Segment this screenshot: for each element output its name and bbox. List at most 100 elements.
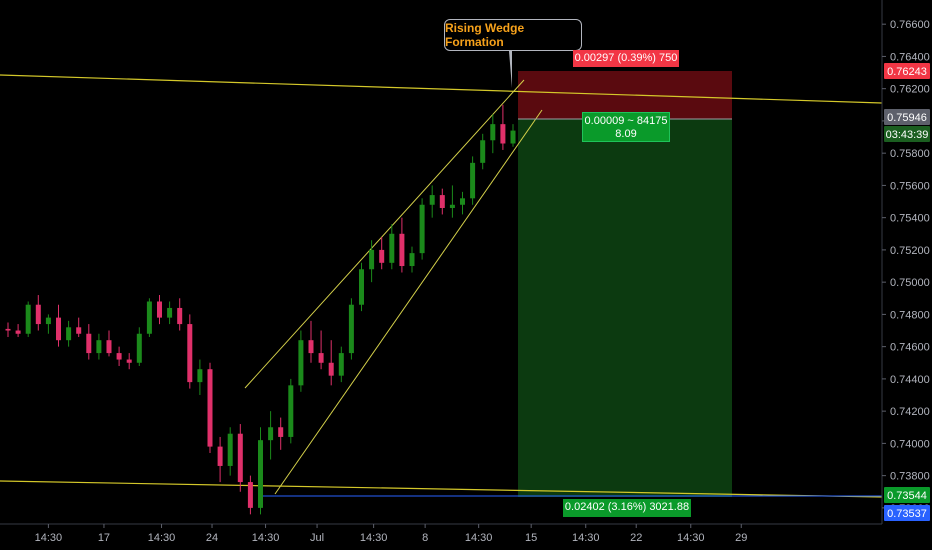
countdown-text: 03:43:39 <box>886 129 929 141</box>
x-tick-label: Jul <box>310 532 324 544</box>
candle-body <box>5 328 11 331</box>
candle-body <box>409 253 415 267</box>
candle-body <box>136 333 142 363</box>
y-tick-label: 0.74800 <box>890 309 930 321</box>
y-tick-label: 0.74200 <box>890 406 930 418</box>
candle-body <box>460 198 465 205</box>
x-tick-label: 14:30 <box>252 532 280 544</box>
candle-body <box>157 301 162 318</box>
candle-body <box>177 307 183 325</box>
current-price-text: 0.75946 <box>887 112 927 124</box>
x-tick-label: 24 <box>206 532 218 544</box>
target-top-text: 0.73544 <box>887 490 927 502</box>
x-tick-label: 29 <box>735 532 747 544</box>
candle-body <box>15 330 21 334</box>
candle-body <box>227 433 233 466</box>
reward-label: 0.02402 (3.16%) 3021.88 <box>563 499 691 517</box>
y-tick-label: 0.75200 <box>890 245 930 257</box>
candle-body <box>116 353 122 360</box>
candle-body <box>288 385 294 437</box>
y-tick-label: 0.74400 <box>890 374 930 386</box>
x-axis-ticks: 14:30 17 14:30 24 14:30 Jul 14:30 8 14:30 15 14:30… <box>35 524 747 544</box>
support-line <box>0 480 883 498</box>
reward-zone <box>518 119 732 497</box>
position-zones <box>518 71 732 497</box>
candle-body <box>449 204 455 208</box>
candle-body <box>56 317 61 341</box>
x-tick-label: 14:30 <box>360 532 388 544</box>
y-tick-label: 0.74000 <box>890 438 930 450</box>
candle-body <box>298 340 304 386</box>
y-tick-label: 0.75800 <box>890 148 930 160</box>
time-axis <box>0 523 932 550</box>
candle-body <box>86 333 92 354</box>
y-tick-label: 0.76400 <box>890 51 930 63</box>
pattern-callout[interactable]: Rising Wedge Formation <box>444 19 582 51</box>
candle-body <box>96 340 102 354</box>
candle-body <box>187 324 193 383</box>
candle-body <box>268 427 274 441</box>
x-tick-label: 14:30 <box>35 532 63 544</box>
callout-pointer <box>509 51 512 88</box>
candle-body <box>348 304 354 354</box>
candle-body <box>106 340 112 354</box>
x-tick-label: 17 <box>98 532 110 544</box>
candle-body <box>399 233 405 267</box>
y-tick-label: 0.76600 <box>890 19 930 31</box>
candle-body <box>217 446 223 466</box>
candle-body <box>258 440 263 508</box>
resistance-line <box>0 74 883 104</box>
candle-body <box>318 353 324 363</box>
candle-body <box>308 340 314 354</box>
candle-body <box>480 140 486 163</box>
current-position-line2: 8.09 <box>615 128 637 140</box>
target-bottom-text: 0.73537 <box>887 508 927 520</box>
y-tick-label: 0.76200 <box>890 84 930 96</box>
x-tick-label: 14:30 <box>677 532 705 544</box>
candle-body <box>328 362 334 376</box>
x-tick-label: 14:30 <box>148 532 176 544</box>
candle-body <box>419 204 425 254</box>
candle-body <box>45 317 51 325</box>
price-axis <box>881 0 932 524</box>
wedge-upper-line <box>244 79 525 389</box>
current-price-tag <box>884 109 930 125</box>
candle-body <box>470 162 476 199</box>
x-tick-label: 14:30 <box>572 532 600 544</box>
candle-body <box>389 233 395 263</box>
y-tick-label: 0.75600 <box>890 180 930 192</box>
y-tick-label: 0.73800 <box>890 471 930 483</box>
candle-body <box>167 307 173 318</box>
candle-body <box>76 327 82 334</box>
target-top-tag <box>884 487 930 503</box>
candle-body <box>510 130 516 144</box>
candle-body <box>247 482 253 508</box>
candle-body <box>429 195 435 205</box>
candle-body <box>237 433 243 483</box>
candle-body <box>35 304 41 325</box>
candle-body <box>490 124 496 141</box>
candle-body <box>439 195 445 208</box>
y-tick-label: 0.74600 <box>890 342 930 354</box>
x-tick-label: 22 <box>630 532 642 544</box>
y-tick-label: 0.75000 <box>890 277 930 289</box>
stop-price-tag <box>884 63 930 79</box>
candle-body <box>379 249 385 263</box>
candle-body <box>500 124 506 144</box>
candle-body <box>207 369 213 447</box>
candle-body <box>359 269 364 305</box>
target-bottom-tag <box>884 505 930 521</box>
candle-body <box>338 353 344 376</box>
stop-price-text: 0.76243 <box>887 66 927 78</box>
x-tick-label: 14:30 <box>465 532 493 544</box>
candle-body <box>25 304 31 334</box>
current-position-line1: 0.00009 ~ 84175 <box>584 115 668 127</box>
countdown-tag <box>884 126 930 142</box>
wedge-lower-line <box>274 109 543 495</box>
current-position-label: 0.00009 ~ 84175 8.09 <box>582 112 670 142</box>
candle-body <box>66 327 72 341</box>
risk-label: 0.00297 (0.39%) 750 <box>573 50 679 67</box>
candle-body <box>278 427 284 437</box>
